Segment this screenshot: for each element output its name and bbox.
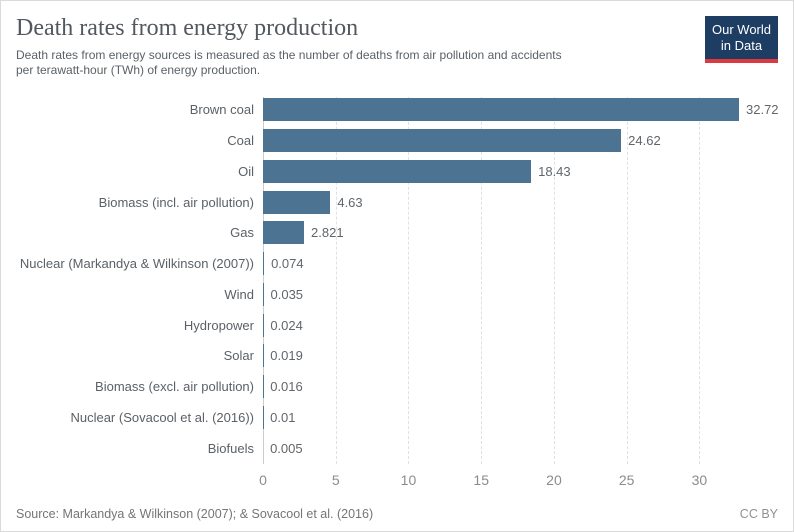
x-axis-tick-label: 5 (331, 471, 340, 488)
value-label: 18.43 (538, 163, 571, 179)
category-label: Brown coal (189, 102, 254, 118)
chart-row: Wind 0.035 (16, 279, 778, 310)
value-label: 0.019 (270, 348, 303, 364)
gridline (481, 96, 483, 464)
header: Death rates from energy production Death… (16, 15, 778, 78)
chart-row: Biomass (incl. air pollution) 4.63 (16, 187, 778, 218)
bar[interactable] (263, 190, 331, 214)
chart-row: Nuclear (Markandya & Wilkinson (2007)) 0.… (16, 248, 778, 279)
x-axis-tick-label: 15 (473, 471, 490, 488)
gridline (408, 96, 410, 464)
bar[interactable] (263, 252, 265, 276)
source-text: Source: Markandya & Wilkinson (2007); & … (16, 507, 374, 521)
chart-rows: Brown coal 32.72 Coal 24.62 Oil 18.43 Biomass … (16, 95, 779, 464)
value-label: 24.62 (628, 133, 661, 149)
value-label: 2.821 (311, 225, 344, 241)
x-axis: 0 5 10 15 20 25 30 (259, 464, 778, 492)
bar[interactable] (263, 98, 739, 122)
page-subtitle: Death rates from energy sources is measu… (16, 47, 562, 77)
chart-row: Solar 0.019 (16, 341, 778, 372)
value-label: 0.016 (270, 379, 303, 395)
row-plot-area: 0.005 (263, 433, 778, 464)
row-plot-area: 2.821 (263, 218, 778, 249)
value-label: 0.024 (270, 317, 303, 333)
category-label: Wind (224, 286, 254, 302)
row-plot-area: 32.72 (263, 95, 779, 126)
bar-chart: Brown coal 32.72 Coal 24.62 Oil 18.43 Biomass … (16, 95, 779, 492)
chart-row: Nuclear (Sovacool et al. (2016)) 0.01 (16, 402, 778, 433)
chart-row: Gas 2.821 (16, 218, 778, 249)
chart-row: Brown coal 32.72 (16, 95, 779, 126)
zero-axis-line (263, 96, 264, 464)
owid-logo-line2: in Data (720, 38, 763, 54)
category-label: Hydropower (183, 317, 254, 333)
row-plot-area: 4.63 (263, 187, 778, 218)
gridline-layer (263, 96, 778, 464)
value-label: 0.005 (270, 440, 303, 456)
footer: Source: Markandya & Wilkinson (2007); & … (16, 507, 778, 521)
gridline (335, 96, 337, 464)
row-plot-area: 0.074 (263, 248, 778, 279)
x-axis-tick-label: 30 (691, 471, 708, 488)
value-label: 32.72 (746, 102, 779, 118)
gridline (699, 96, 701, 464)
row-plot-area: 0.01 (263, 402, 778, 433)
category-label: Biofuels (207, 440, 254, 456)
license-link[interactable]: CC BY (739, 507, 778, 521)
category-label: Biomass (excl. air pollution) (95, 379, 254, 395)
x-axis-tick-label: 20 (546, 471, 562, 488)
value-label: 0.074 (271, 256, 304, 272)
row-plot-area: 0.024 (263, 310, 778, 341)
category-label: Oil (238, 163, 254, 179)
bar[interactable] (263, 159, 532, 183)
bar[interactable] (263, 129, 622, 153)
x-axis-tick-label: 10 (400, 471, 417, 488)
chart-row: Coal 24.62 (16, 125, 778, 156)
row-plot-area: 0.019 (263, 341, 778, 372)
owid-logo[interactable]: Our World in Data (705, 16, 778, 63)
chart-row: Biomass (excl. air pollution) 0.016 (16, 371, 778, 402)
chart-row: Biofuels 0.005 (16, 433, 778, 464)
chart-row: Hydropower 0.024 (16, 310, 778, 341)
category-label: Biomass (incl. air pollution) (98, 194, 254, 210)
bar[interactable] (263, 221, 305, 245)
row-plot-area: 0.035 (263, 279, 778, 310)
x-axis-tick-label: 25 (618, 471, 635, 488)
gridline (626, 96, 628, 464)
gridline (553, 96, 555, 464)
row-plot-area: 24.62 (263, 125, 778, 156)
value-label: 4.63 (337, 194, 363, 210)
value-label: 0.01 (270, 409, 296, 425)
x-axis-tick-label: 0 (259, 471, 267, 488)
row-plot-area: 18.43 (263, 156, 778, 187)
value-label: 0.035 (270, 286, 304, 302)
category-label: Solar (223, 348, 254, 364)
header-text: Death rates from energy production Death… (16, 15, 576, 78)
category-label: Coal (227, 133, 254, 149)
category-label: Nuclear (Markandya & Wilkinson (2007)) (19, 256, 254, 272)
category-label: Gas (230, 225, 254, 241)
bar[interactable] (263, 282, 264, 306)
owid-logo-line1: Our World (712, 22, 771, 37)
chart-row: Oil 18.43 (16, 156, 778, 187)
page-title: Death rates from energy production (16, 15, 359, 41)
row-plot-area: 0.016 (263, 371, 778, 402)
category-label: Nuclear (Sovacool et al. (2016)) (70, 409, 254, 425)
